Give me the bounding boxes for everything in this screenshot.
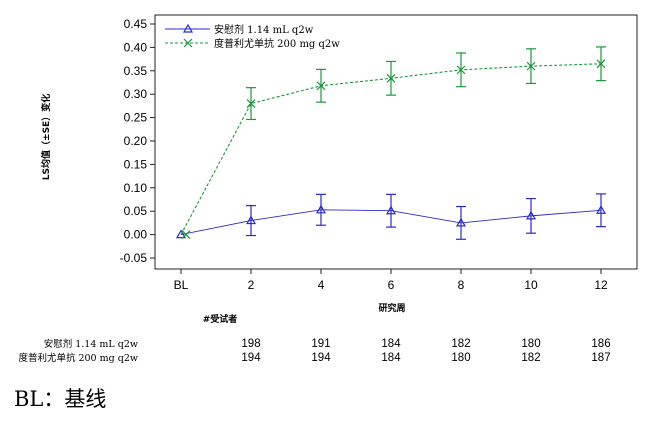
legend-label: 安慰剂 1.14 mL q2w	[214, 23, 314, 36]
y-axis: -0.05 0.00 0.05 0.10 0.15 0.20 0.25 0.30 0.35 0.4…	[120, 17, 155, 265]
x-marker-stroke	[526, 61, 536, 71]
y-tick-label: 0.25	[124, 111, 148, 125]
n-table-value: 198	[241, 338, 260, 350]
data-point-x	[456, 65, 466, 75]
x-tick-label: BL	[174, 278, 189, 292]
x-tick-label: 12	[594, 278, 608, 292]
data-point-triangle	[455, 217, 467, 227]
n-table-value: 194	[241, 352, 261, 364]
y-tick-label: 0.30	[124, 87, 148, 101]
y-tick-label: 0.00	[124, 228, 148, 242]
x-tick-label: 8	[458, 278, 465, 292]
x-tick-label: 6	[388, 278, 395, 292]
n-table-value: 182	[451, 338, 470, 350]
y-tick-label: 0.05	[124, 204, 148, 218]
x-tick-label: 4	[318, 278, 325, 292]
n-table-row-label: 安慰剂 1.14 mL q2w	[44, 338, 138, 350]
data-point-triangle	[315, 204, 327, 214]
data-point-triangle	[245, 215, 257, 225]
n-table-value: 180	[451, 352, 470, 364]
legend-marker-triangle	[182, 23, 194, 33]
y-axis-title: LS均值（±SE）变化	[40, 94, 52, 180]
footnote: BL：基线	[14, 387, 107, 411]
n-table-value: 180	[521, 338, 540, 350]
n-table-value: 184	[381, 338, 401, 350]
n-table-value: 187	[591, 352, 610, 364]
data-point-x	[316, 81, 326, 91]
y-tick-label: 0.20	[124, 134, 148, 148]
y-tick-label: 0.15	[124, 157, 148, 171]
y-tick-label: -0.05	[120, 251, 148, 265]
x-marker-stroke	[386, 73, 396, 83]
data-point-triangle	[385, 205, 397, 215]
plot-frame	[154, 14, 638, 270]
series-layer	[175, 46, 607, 240]
data-point-triangle	[175, 229, 187, 239]
data-point-x	[246, 99, 256, 108]
data-point-triangle	[525, 210, 537, 220]
n-table-value: 182	[521, 352, 540, 364]
y-tick-label: 0.10	[124, 181, 148, 195]
n-table-value: 184	[381, 352, 401, 364]
n-table-header: #受试者	[203, 313, 238, 325]
y-tick-label: 0.40	[124, 40, 148, 54]
x-marker-stroke	[181, 230, 191, 240]
x-tick-label: 2	[248, 278, 255, 292]
n-table-value: 194	[311, 352, 331, 364]
x-marker-stroke	[456, 65, 466, 75]
data-point-x	[181, 230, 191, 240]
y-tick-label: 0.35	[124, 64, 148, 78]
n-table-value: 191	[311, 338, 330, 350]
legend-marker-x	[183, 38, 193, 48]
data-point-x	[386, 73, 396, 83]
y-tick-label: 0.45	[124, 17, 148, 31]
data-point-x	[596, 59, 606, 69]
legend-label: 度普利尤单抗 200 mg q2w	[214, 37, 340, 50]
n-table-value: 186	[591, 338, 610, 350]
x-axis: BL 2 4 6 8 10 12	[174, 269, 608, 292]
x-axis-title: 研究周	[378, 302, 405, 314]
x-marker-stroke	[246, 99, 256, 108]
x-marker-stroke	[596, 59, 606, 69]
n-table-row-label: 度普利尤单抗 200 mg q2w	[18, 352, 138, 364]
x-tick-label: 10	[524, 278, 538, 292]
data-point-x	[526, 61, 536, 71]
x-marker-stroke	[316, 81, 326, 91]
data-point-triangle	[595, 205, 607, 214]
n-table: 安慰剂 1.14 mL q2w 198 191 184 182 180 186 度普利尤单抗 …	[18, 338, 610, 364]
